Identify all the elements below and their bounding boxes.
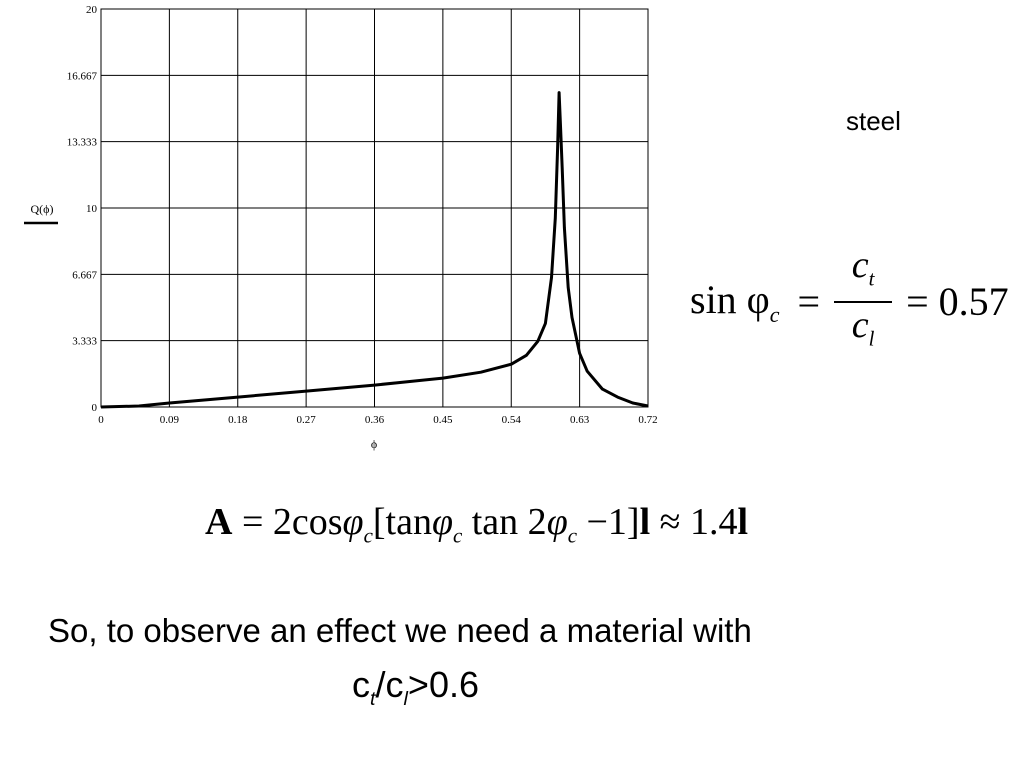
amplitude-equation: A = 2cosφc[tanφc tan 2φc −1]l ≈ 1.4l (205, 501, 749, 548)
plot-frame (100, 8, 649, 408)
x-tick-label: 0.09 (160, 414, 180, 426)
y-tick-label: 13.333 (67, 137, 98, 149)
y-tick-label: 16.667 (67, 70, 98, 82)
conclusion-text: So, to observe an effect we need a mater… (48, 612, 752, 649)
y-tick-label: 20 (86, 4, 98, 16)
material-label: steel (846, 106, 901, 136)
eq-sin-num-sub: t (868, 266, 875, 291)
sin-phi-equation: sin φc = ct cl = 0.57 (690, 243, 1009, 360)
chart-grid (100, 8, 649, 408)
eq-sin-den-sub: l (868, 326, 875, 351)
x-tick-label: 0.72 (638, 414, 657, 426)
y-tick-labels: 0 3.333 6.667 10 13.333 16.667 20 (67, 4, 98, 414)
x-tick-label: 0.18 (228, 414, 248, 426)
condition-text: ct/cl>0.6 (352, 664, 479, 711)
y-axis-label: Q(ϕ) (31, 202, 54, 216)
eq-sin-rhs: = 0.57 (906, 279, 1009, 325)
y-tick-label: 3.333 (72, 336, 97, 348)
x-tick-label: 0.27 (297, 414, 317, 426)
q-phi-chart: 0 3.333 6.667 10 13.333 16.667 20 0 0.09 0.18 0.2… (24, 4, 658, 451)
y-tick-label: 0 (92, 402, 98, 414)
eq-sin-lhs-sub: c (769, 301, 780, 327)
x-tick-label: 0.45 (433, 414, 453, 426)
y-tick-label: 6.667 (72, 269, 97, 281)
eq-sin-num: c (851, 244, 869, 286)
x-axis-label: ϕ (371, 437, 377, 451)
x-tick-label: 0.36 (365, 414, 385, 426)
x-tick-label: 0.54 (502, 414, 522, 426)
x-tick-labels: 0 0.09 0.18 0.27 0.36 0.45 0.54 0.63 0.72 (98, 414, 657, 426)
q-phi-curve (100, 91, 649, 409)
ct-over-cl-fraction: ct cl (834, 243, 893, 360)
eq-sin-equals: = (797, 279, 821, 325)
y-tick-label: 10 (86, 203, 98, 215)
eq-sin-den: c (851, 303, 869, 346)
x-tick-label: 0 (98, 414, 104, 426)
eq-sin-lhs: sin φ (690, 276, 770, 322)
x-tick-label: 0.63 (570, 414, 590, 426)
